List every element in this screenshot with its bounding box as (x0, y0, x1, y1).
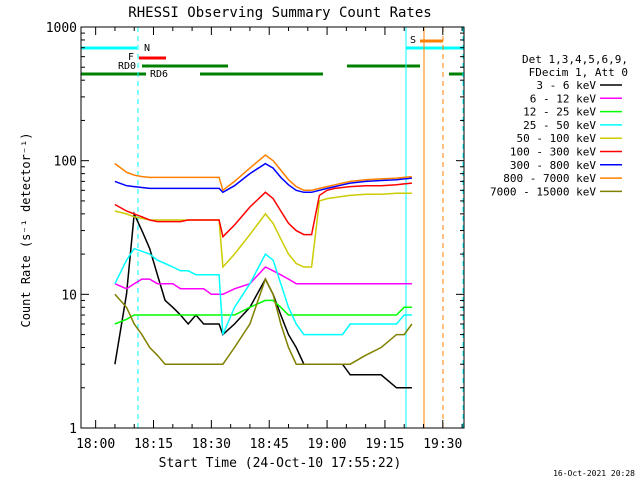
legend-label: 800 - 7000 keV (503, 172, 596, 185)
x-tick-label: 19:15 (365, 437, 404, 452)
legend-label: 6 - 12 keV (530, 92, 597, 105)
x-axis-label: Start Time (24-Oct-10 17:55:22) (159, 456, 402, 471)
series-group (114, 154, 413, 389)
y-tick-label: 100 (54, 155, 77, 170)
legend-label: 50 - 100 keV (517, 132, 597, 145)
flag-label-s: S (410, 35, 416, 46)
x-tick-label: 19:00 (308, 437, 347, 452)
legend-label: 300 - 800 keV (510, 159, 596, 172)
y-tick-label: 1000 (46, 21, 77, 36)
legend-header-line: FDecim 1, Att 0 (529, 66, 628, 79)
x-tick-label: 18:00 (76, 437, 115, 452)
series-line-1 (114, 266, 412, 296)
y-tick-label: 1 (69, 422, 77, 437)
x-tick-label: 19:30 (423, 437, 462, 452)
date-stamp: 16-Oct-2021 20:28 (553, 469, 635, 478)
y-axis-label: Count Rate (s⁻¹ detector⁻¹) (19, 132, 33, 327)
legend: Det 1,3,4,5,6,9,FDecim 1, Att 03 - 6 keV… (490, 53, 628, 198)
plot-frame (80, 26, 465, 429)
axes-group: 18:00 18:15 18:30 18:45 19:00 19:15 19:30 1 10 10… (46, 21, 465, 452)
legend-label: 12 - 25 keV (523, 106, 596, 119)
flag-label-rd6: RD6 (150, 69, 168, 80)
series-line-6 (114, 162, 412, 194)
x-tick-label: 18:15 (134, 437, 173, 452)
series-line-0 (114, 211, 412, 389)
x-tick-label: 18:45 (250, 437, 289, 452)
series-line-5 (114, 182, 412, 239)
x-tick-label: 18:30 (192, 437, 231, 452)
legend-header-line: Det 1,3,4,5,6,9, (522, 53, 628, 66)
legend-label: 7000 - 15000 keV (490, 185, 596, 198)
legend-label: 100 - 300 keV (510, 146, 596, 159)
series-line-8 (114, 277, 413, 365)
series-line-3 (114, 247, 412, 336)
flag-label-rd0: RD0 (118, 61, 136, 72)
y-tick-label: 10 (61, 288, 77, 303)
flag-label-f: F (128, 52, 134, 63)
series-line-4 (114, 192, 412, 269)
series-line-2 (114, 299, 412, 325)
legend-label: 3 - 6 keV (536, 79, 596, 92)
legend-label: 25 - 50 keV (523, 119, 596, 132)
flag-label-n: N (144, 43, 150, 54)
series-line-7 (114, 154, 412, 192)
chart-title: RHESSI Observing Summary Count Rates (128, 5, 431, 21)
